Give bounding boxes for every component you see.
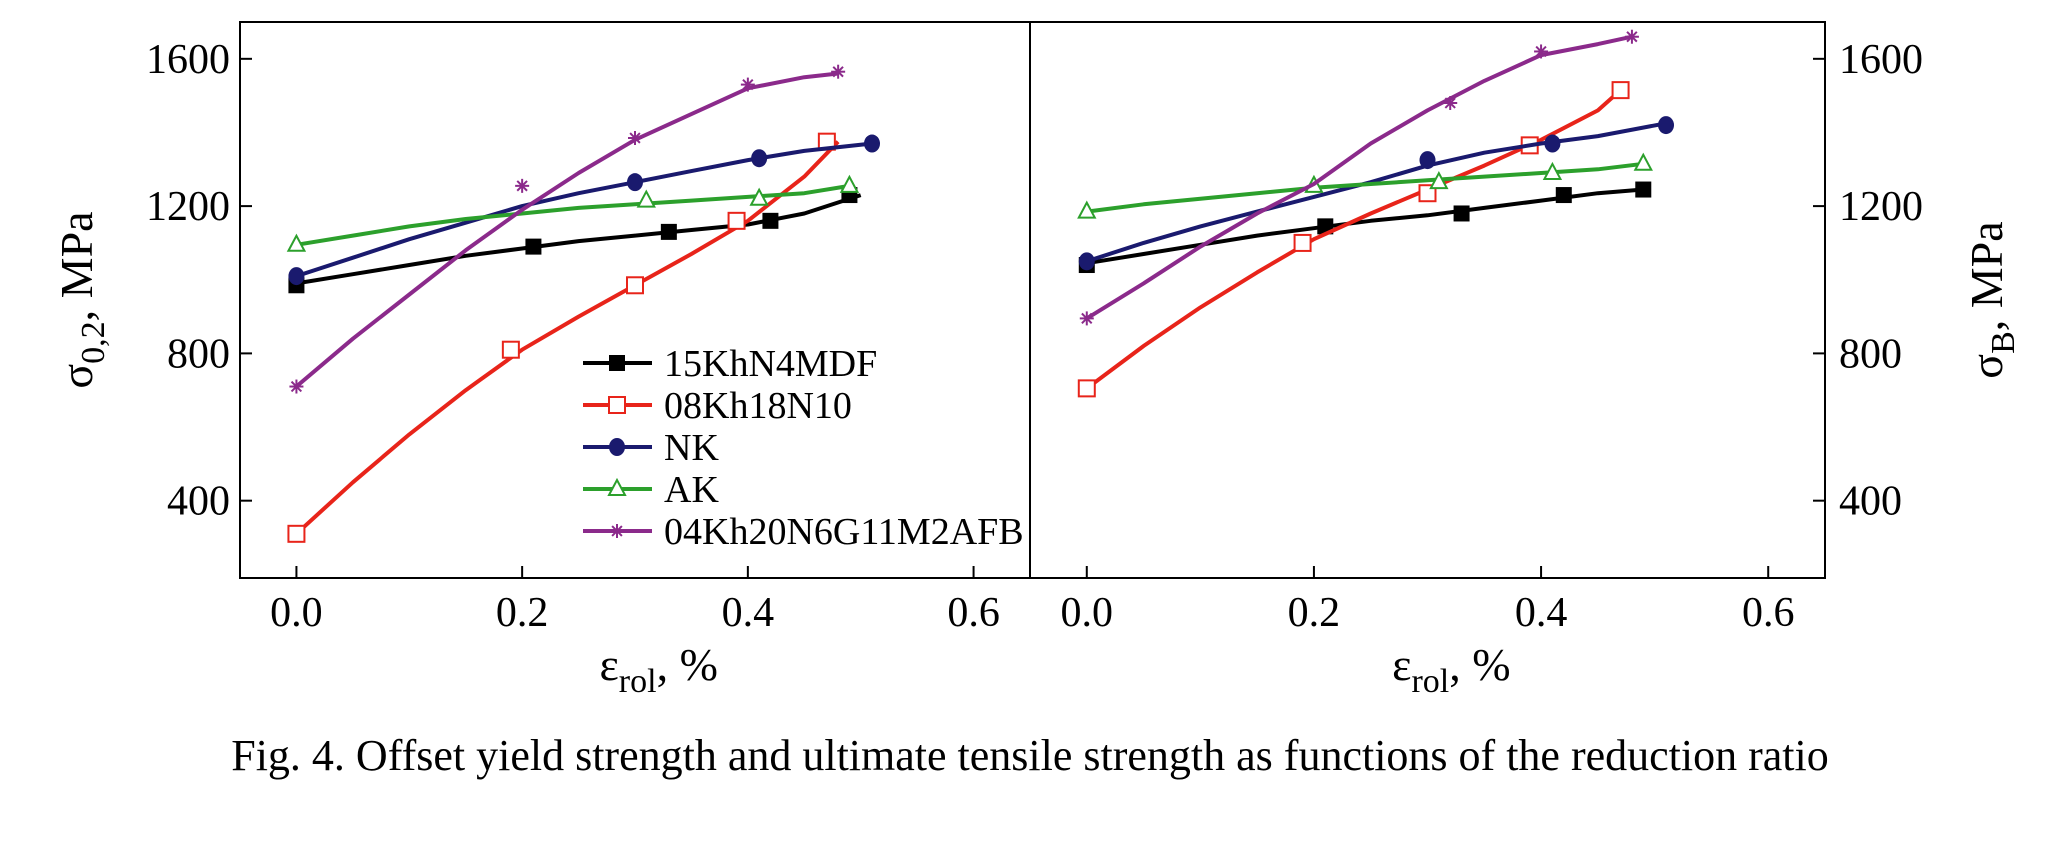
data-point-04Kh20N6G11M2AFB bbox=[831, 64, 846, 79]
data-point-08Kh18N10 bbox=[1293, 233, 1312, 252]
data-point-08Kh18N10 bbox=[1611, 81, 1630, 100]
data-point-AK bbox=[1429, 171, 1449, 190]
series-line-AK bbox=[296, 183, 850, 247]
data-point-04Kh20N6G11M2AFB bbox=[1534, 44, 1549, 59]
data-point-AK bbox=[1077, 200, 1097, 219]
data-point-04Kh20N6G11M2AFB bbox=[740, 77, 755, 92]
series-line-04Kh20N6G11M2AFB bbox=[1085, 34, 1633, 321]
series-line-AK bbox=[1086, 161, 1644, 214]
data-point-AK bbox=[286, 233, 307, 252]
plot-frame bbox=[1029, 21, 1826, 579]
data-point-AK bbox=[1633, 152, 1653, 171]
data-point-04Kh20N6G11M2AFB bbox=[1079, 311, 1094, 326]
data-point-04Kh20N6G11M2AFB bbox=[1624, 29, 1639, 44]
y-axis-label: σB, MPa bbox=[1961, 221, 2022, 378]
y-tick-label: 800 bbox=[167, 331, 230, 377]
x-tick-label: 0.6 bbox=[947, 590, 1000, 636]
series-line-08Kh18N10 bbox=[295, 140, 840, 536]
data-point-15KhN4MDF bbox=[660, 223, 677, 240]
data-point-NK bbox=[1544, 134, 1561, 153]
data-point-15KhN4MDF bbox=[1635, 181, 1652, 198]
data-point-15KhN4MDF bbox=[1555, 187, 1572, 204]
y-tick-label: 1600 bbox=[146, 37, 230, 83]
figure-caption: Fig. 4. Offset yield strength and ultima… bbox=[231, 731, 1829, 780]
x-tick-label: 0.0 bbox=[270, 590, 323, 636]
x-tick-label: 0.6 bbox=[1742, 590, 1795, 636]
y-tick-label: 1600 bbox=[1839, 37, 1923, 83]
legend-marker-AK bbox=[607, 477, 627, 496]
legend-label: NK bbox=[664, 427, 719, 469]
right-panel: 0.0 0.2 0.4 0.6 400 800 1200 1600 εrol, % σB, MPa bbox=[1029, 21, 2022, 700]
x-axis-label: εrol, % bbox=[599, 639, 717, 700]
data-point-15KhN4MDF bbox=[525, 238, 542, 255]
y-tick-label: 800 bbox=[1839, 331, 1902, 377]
data-point-NK bbox=[627, 173, 643, 192]
x-tick-label: 0.2 bbox=[496, 590, 549, 636]
data-point-08Kh18N10 bbox=[1418, 184, 1437, 203]
data-point-08Kh18N10 bbox=[501, 340, 520, 359]
series-line-NK bbox=[295, 141, 873, 279]
legend-marker-NK bbox=[609, 438, 625, 456]
data-point-AK bbox=[749, 187, 769, 206]
x-tick-label: 0.2 bbox=[1288, 590, 1341, 636]
legend-marker-04Kh20N6G11M2AFB bbox=[610, 524, 624, 538]
legend-marker-08Kh18N10 bbox=[608, 396, 626, 414]
data-point-NK bbox=[1419, 151, 1436, 170]
legend-label: AK bbox=[664, 469, 719, 511]
legend-label: 04Kh20N6G11M2AFB bbox=[664, 511, 1024, 553]
plot-frame bbox=[239, 21, 1031, 579]
data-point-NK bbox=[751, 149, 768, 168]
series-line-08Kh18N10 bbox=[1085, 88, 1622, 391]
data-point-AK bbox=[1542, 161, 1563, 180]
series-line-04Kh20N6G11M2AFB bbox=[295, 71, 839, 389]
data-point-08Kh18N10 bbox=[1077, 379, 1096, 398]
data-point-08Kh18N10 bbox=[626, 276, 644, 295]
data-point-04Kh20N6G11M2AFB bbox=[515, 178, 530, 193]
data-point-08Kh18N10 bbox=[287, 524, 306, 543]
y-axis-label: σ0,2, MPa bbox=[51, 211, 112, 388]
y-tick-label: 400 bbox=[1839, 479, 1902, 525]
y-tick-label: 400 bbox=[167, 479, 230, 525]
legend-marker-15KhN4MDF bbox=[609, 355, 625, 371]
data-point-NK bbox=[864, 134, 880, 153]
data-point-04Kh20N6G11M2AFB bbox=[289, 379, 304, 394]
series-line-NK bbox=[1086, 121, 1667, 264]
y-tick-label: 1200 bbox=[1839, 184, 1923, 230]
legend-label: 15KhN4MDF bbox=[664, 343, 877, 385]
x-tick-label: 0.4 bbox=[1515, 590, 1568, 636]
x-tick-label: 0.0 bbox=[1061, 590, 1114, 636]
legend-label: 08Kh18N10 bbox=[664, 385, 852, 427]
x-axis-label: εrol, % bbox=[1392, 639, 1510, 700]
data-point-NK bbox=[1078, 252, 1095, 271]
data-point-AK bbox=[839, 174, 860, 193]
left-panel: 0.0 0.2 0.4 0.6 400 800 1200 1600 εrol, % σ0,2, M… bbox=[51, 21, 1031, 700]
data-point-NK bbox=[1658, 116, 1674, 135]
data-point-NK bbox=[288, 267, 305, 286]
data-point-AK bbox=[636, 189, 656, 208]
data-point-15KhN4MDF bbox=[762, 212, 779, 229]
data-point-04Kh20N6G11M2AFB bbox=[628, 130, 642, 145]
data-point-15KhN4MDF bbox=[1453, 205, 1470, 222]
data-point-08Kh18N10 bbox=[727, 211, 746, 230]
data-point-04Kh20N6G11M2AFB bbox=[1443, 96, 1458, 111]
y-tick-label: 1200 bbox=[146, 184, 230, 230]
x-tick-label: 0.4 bbox=[722, 590, 775, 636]
